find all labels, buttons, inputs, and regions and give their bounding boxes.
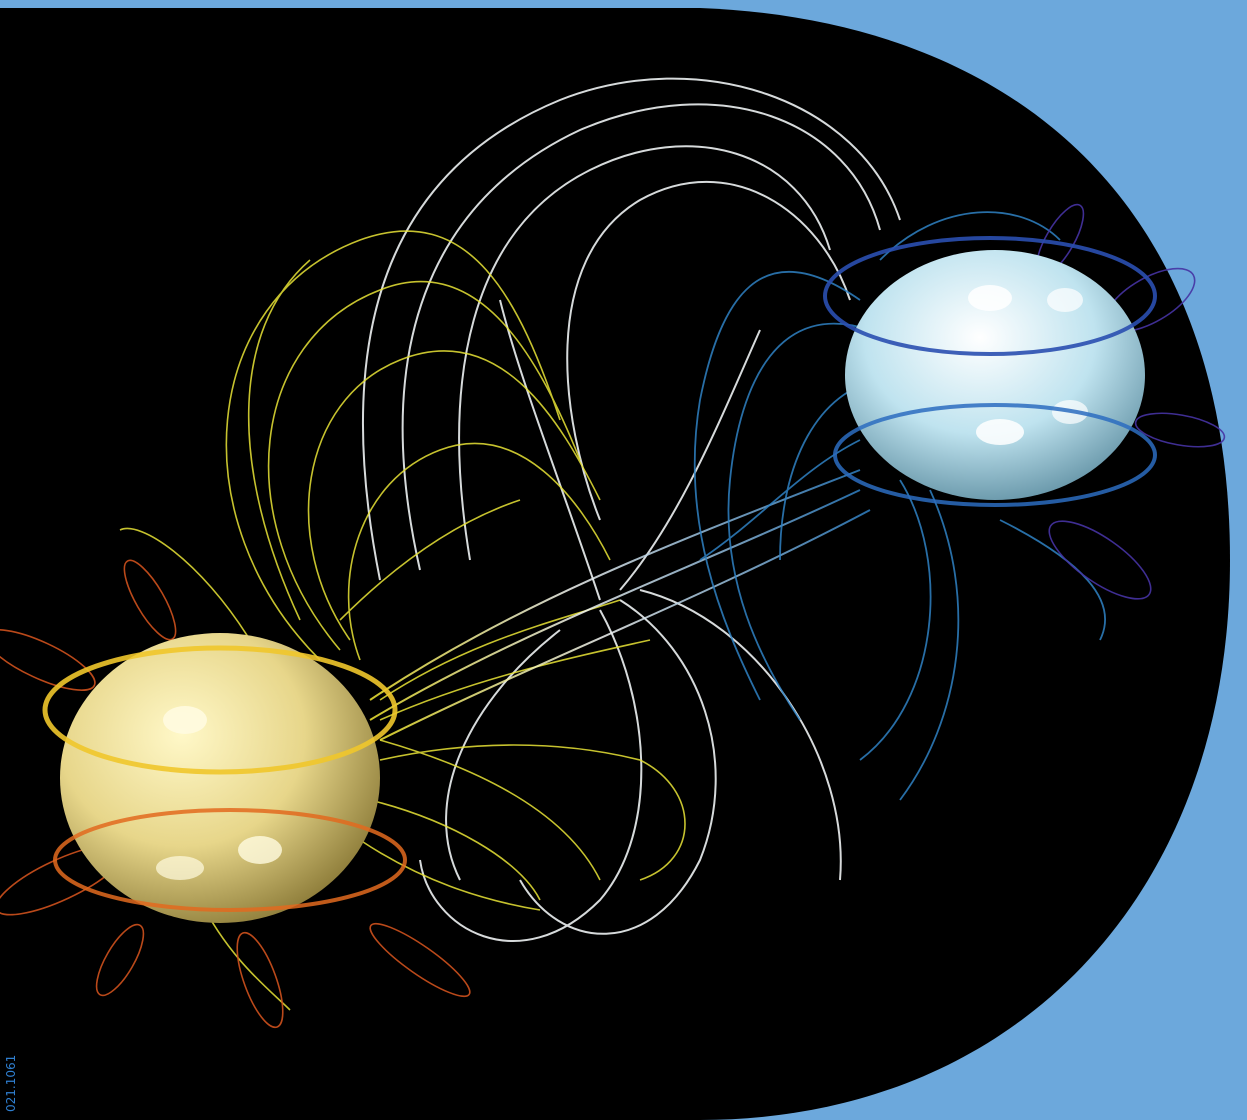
side-caption: 021.1061 (4, 1054, 18, 1112)
black-backdrop (0, 8, 1230, 1120)
right-sphere (823, 236, 1157, 507)
left-field-lines (119, 230, 686, 1011)
middle-field-lines (362, 77, 901, 942)
right-field-lines (693, 211, 1106, 801)
left-outer-loops (0, 559, 471, 1029)
left-sphere (42, 633, 407, 923)
